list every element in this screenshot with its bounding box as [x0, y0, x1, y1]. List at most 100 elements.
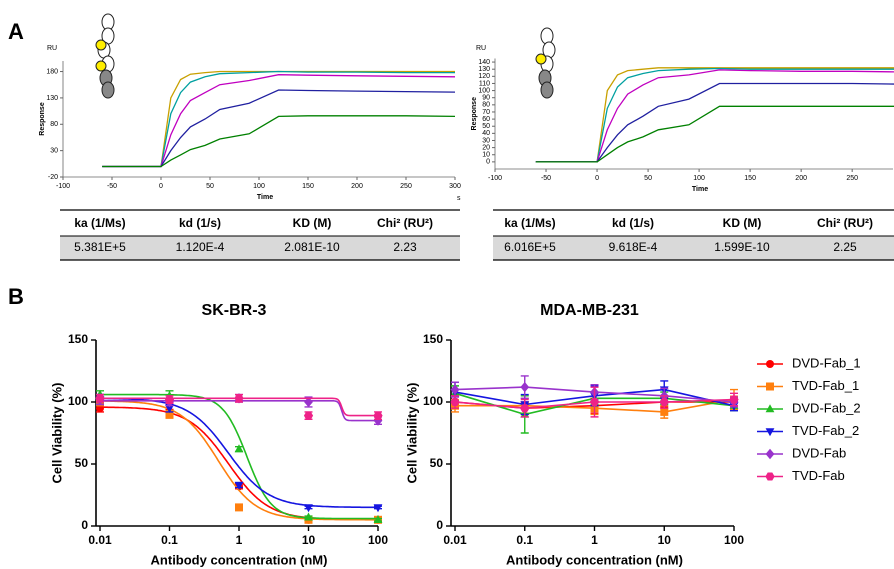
marker: [729, 395, 739, 404]
y-tick-label: 110: [479, 80, 490, 87]
x-axis-label: Time: [692, 186, 708, 193]
marker: [589, 398, 600, 406]
y-tick-label: 150: [423, 332, 443, 346]
x-unit: s: [457, 195, 461, 202]
panel-label: A: [8, 19, 24, 44]
legend-label: DVD-Fab_2: [792, 400, 861, 415]
y-tick-label: 0: [486, 159, 490, 166]
table-cell: 2.23: [393, 240, 417, 254]
y-tick-label: 100: [478, 87, 490, 94]
x-tick-label: 100: [253, 183, 265, 190]
sensorgram-line: [535, 67, 894, 163]
marker: [164, 395, 175, 404]
x-tick-label: -100: [488, 175, 502, 182]
marker: [235, 503, 243, 512]
marker: [234, 444, 244, 453]
sensorgram-line: [102, 115, 455, 168]
legend-label: TVD-Fab_1: [792, 378, 859, 393]
y-tick-label: 100: [423, 394, 443, 408]
x-tick-label: 100: [724, 533, 744, 547]
x-tick-label: 1: [591, 533, 598, 547]
marker: [234, 481, 244, 490]
x-axis-label: Antibody concentration (nM): [151, 552, 328, 567]
sensorgram-line: [535, 105, 894, 163]
x-tick-label: 250: [846, 175, 858, 182]
table-header: kd (1/s): [612, 216, 654, 230]
y-tick-label: 50: [75, 456, 89, 470]
marker: [304, 396, 313, 408]
x-tick-label: 50: [206, 183, 214, 190]
panel-label: B: [8, 284, 24, 309]
chart-title: SK-BR-3: [202, 302, 267, 319]
plot-area: [102, 70, 455, 168]
sensorgram-line: [102, 70, 455, 168]
sensorgram-line: [102, 89, 455, 168]
legend-label: TVD-Fab_2: [792, 423, 859, 438]
y-tick-label: 30: [482, 137, 490, 144]
y-tick-label: 130: [478, 66, 490, 73]
y-tick-label: 40: [482, 130, 490, 137]
legend-marker: [765, 448, 775, 460]
table-cell: 6.016E+5: [504, 240, 556, 254]
x-tick-label: 10: [302, 533, 316, 547]
y-axis-label: Response: [471, 97, 478, 131]
x-tick-label: 50: [644, 175, 652, 182]
table-cell: 5.381E+5: [74, 240, 126, 254]
y-axis-label: Cell Viability (%): [49, 383, 64, 484]
x-tick-label: -50: [541, 175, 551, 182]
x-tick-label: 0.01: [443, 533, 467, 547]
sensorgram-line: [535, 69, 894, 163]
y-tick-label: 80: [482, 102, 490, 109]
x-tick-label: 150: [744, 175, 756, 182]
y-tick-label: 100: [68, 394, 88, 408]
marker: [303, 411, 314, 420]
legend-marker: [766, 360, 774, 368]
y-tick-label: 140: [478, 59, 490, 66]
table-cell: 2.25: [833, 240, 857, 254]
y-axis-label: Cell Viability (%): [404, 383, 419, 484]
fit-curve: [100, 400, 378, 521]
y-tick-label: -20: [48, 174, 58, 181]
x-tick-label: 10: [658, 533, 672, 547]
x-tick-label: 100: [368, 533, 388, 547]
y-tick-label: 0: [436, 518, 443, 532]
table-header: KD (M): [723, 216, 762, 230]
table-header: ka (1/Ms): [74, 216, 125, 230]
marker: [660, 407, 669, 416]
x-tick-label: 0.1: [161, 533, 178, 547]
y-tick-label: 180: [46, 68, 58, 75]
marker: [373, 411, 383, 420]
x-tick-label: 0: [159, 183, 163, 190]
plot-area: [535, 67, 894, 163]
table-header: kd (1/s): [179, 216, 221, 230]
antibody-icon: [535, 27, 556, 99]
legend-marker: [765, 404, 775, 413]
legend-marker: [765, 472, 775, 481]
marker: [659, 398, 669, 406]
table-header: Chi² (RU²): [817, 216, 873, 230]
sensorgram-line: [102, 70, 455, 168]
x-tick-label: 300: [449, 183, 461, 190]
y-tick-label: 20: [482, 144, 490, 151]
y-tick-label: 130: [46, 95, 58, 102]
marker: [165, 405, 174, 413]
legend-label: DVD-Fab: [792, 445, 846, 460]
y-axis-label: Response: [39, 102, 46, 136]
table-cell: 9.618E-4: [609, 240, 658, 254]
marker: [520, 404, 530, 413]
y-tick-label: 0: [81, 518, 88, 532]
x-tick-label: 0.1: [516, 533, 533, 547]
table-cell: 1.120E-4: [176, 240, 225, 254]
fit-curve: [100, 400, 378, 422]
x-tick-label: 200: [351, 183, 363, 190]
marker: [520, 381, 530, 393]
x-tick-label: 150: [302, 183, 314, 190]
marker: [373, 515, 383, 523]
y-tick-label: 60: [482, 116, 490, 123]
x-axis-label: Time: [257, 194, 273, 201]
y-tick-label: 10: [482, 152, 490, 159]
sensorgram-line: [535, 67, 894, 163]
y-tick-label: 50: [430, 456, 444, 470]
x-tick-label: 0.01: [88, 533, 112, 547]
